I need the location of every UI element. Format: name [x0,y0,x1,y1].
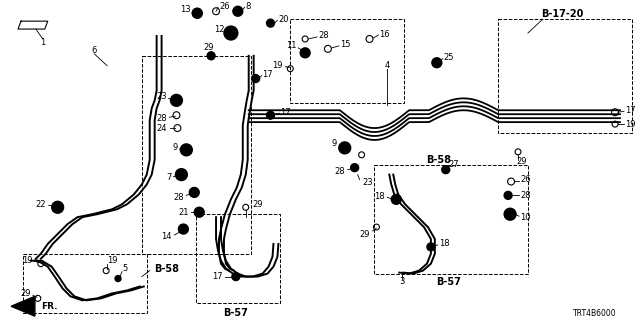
Text: B-58: B-58 [426,155,451,165]
Text: 28: 28 [173,193,184,202]
Text: 10: 10 [520,213,531,222]
Text: 9: 9 [332,140,337,148]
Text: 17: 17 [625,106,636,115]
Circle shape [207,52,215,60]
Text: 9: 9 [172,143,177,152]
Circle shape [427,243,435,251]
Circle shape [504,191,512,199]
Text: 7: 7 [166,173,172,182]
Text: 29: 29 [516,157,527,166]
Text: B-58: B-58 [154,264,179,274]
Text: 19: 19 [272,61,282,70]
Circle shape [180,144,192,156]
Circle shape [189,188,199,197]
Circle shape [391,195,401,204]
Circle shape [351,164,358,172]
Text: 19: 19 [625,120,636,129]
Bar [23,254,147,313]
Text: 28: 28 [318,31,329,41]
Text: 21: 21 [179,208,189,217]
Text: 17: 17 [212,272,223,281]
Text: B-57: B-57 [436,276,461,286]
Circle shape [504,208,516,220]
Text: 17: 17 [262,70,273,79]
Text: 14: 14 [161,232,172,242]
Text: B-57: B-57 [223,308,248,318]
Text: B-17-20: B-17-20 [541,9,584,19]
Text: 28: 28 [520,191,531,200]
Text: 25: 25 [444,53,454,62]
Text: 18: 18 [374,192,385,201]
Polygon shape [11,296,35,316]
Circle shape [195,207,204,217]
Circle shape [432,58,442,68]
Bar [374,165,528,274]
Text: 8: 8 [246,2,251,11]
Text: 29: 29 [359,229,369,238]
Circle shape [179,224,188,234]
Bar [196,214,280,303]
Text: 5: 5 [122,264,127,273]
Text: 18: 18 [439,239,449,248]
Text: 11: 11 [285,41,296,50]
Text: 23: 23 [156,92,166,101]
Text: 23: 23 [363,178,373,187]
Text: 19: 19 [22,256,33,265]
Text: 26: 26 [219,2,230,11]
Text: 13: 13 [180,5,190,14]
Text: 28: 28 [334,167,345,176]
Circle shape [232,273,240,281]
Circle shape [252,75,260,83]
Circle shape [115,276,121,282]
Text: 3: 3 [399,277,405,286]
Text: 29: 29 [253,200,263,209]
Text: 27: 27 [449,160,460,169]
Text: 22: 22 [35,200,46,209]
Circle shape [266,111,275,119]
Text: 15: 15 [340,40,350,49]
Circle shape [266,19,275,27]
Circle shape [224,26,238,40]
Circle shape [300,48,310,58]
Circle shape [170,94,182,106]
Circle shape [52,201,63,213]
Circle shape [192,8,202,18]
Bar [291,19,404,103]
Text: 20: 20 [278,15,289,24]
Text: 19: 19 [107,256,118,265]
Text: TRT4B6000: TRT4B6000 [573,309,617,318]
Text: 17: 17 [280,108,291,117]
Text: 24: 24 [156,124,166,132]
Circle shape [339,142,351,154]
Bar [142,56,251,254]
Circle shape [175,169,188,180]
Text: 16: 16 [380,29,390,38]
Circle shape [442,166,450,174]
Text: 1: 1 [40,38,45,47]
Text: 29: 29 [204,44,214,52]
Circle shape [192,8,202,18]
Bar [498,19,632,133]
Text: 12: 12 [214,25,225,34]
Text: 29: 29 [20,289,31,298]
Circle shape [233,6,243,16]
Text: FR.: FR. [41,302,58,311]
Text: 26: 26 [520,175,531,184]
Text: 28: 28 [156,114,166,123]
Text: 4: 4 [385,61,390,70]
Text: 6: 6 [92,46,97,55]
